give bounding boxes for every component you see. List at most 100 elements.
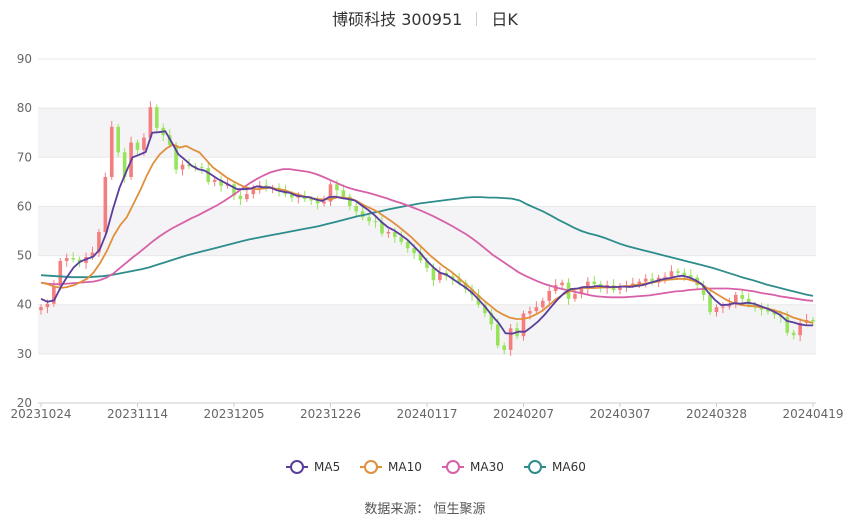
candle-body	[71, 258, 75, 260]
candle-body	[431, 267, 436, 281]
candle-body	[708, 294, 712, 313]
legend-marker	[364, 460, 378, 474]
candle-body	[148, 107, 153, 138]
x-tick-label: 20231114	[107, 407, 168, 421]
candle-body	[142, 137, 146, 150]
candle-body	[547, 290, 552, 301]
candle-body	[688, 275, 693, 278]
candle-body	[405, 241, 410, 249]
period-label: 日K	[491, 10, 518, 29]
x-tick-label: 20240307	[589, 407, 650, 421]
x-tick-label: 20240207	[493, 407, 554, 421]
candle-body	[45, 303, 50, 308]
candlestick-chart: 20 30 40 50 60 70 80 90 20231024 20231114 20231205…	[10, 52, 844, 474]
x-tick-label: 20240117	[396, 407, 457, 421]
candle-body	[457, 279, 461, 283]
y-tick-label: 60	[17, 199, 32, 213]
candle-body	[399, 236, 404, 242]
candle-body	[360, 211, 365, 218]
candle-body	[238, 195, 243, 200]
candle-body	[746, 298, 751, 305]
data-source: 数据来源： 恒生聚源	[364, 502, 486, 517]
candle-body	[328, 184, 333, 202]
candle-body	[721, 306, 725, 308]
candle-body	[122, 152, 127, 177]
candle-body	[212, 179, 217, 182]
stock-name-code: 博硕科技 300951	[332, 10, 463, 29]
candle-body	[386, 231, 391, 234]
candle-body	[663, 276, 667, 278]
candle-body	[380, 222, 384, 234]
title-separator	[476, 12, 478, 26]
candle-body	[39, 307, 43, 311]
candle-body	[180, 164, 185, 170]
ma30-line	[40, 168, 814, 302]
candle-body	[103, 176, 108, 232]
ma10-line	[40, 143, 814, 324]
ma5-line	[40, 130, 813, 335]
candle-body	[766, 309, 770, 312]
candle-body	[290, 194, 294, 198]
legend-label: MA5	[314, 460, 340, 474]
candle-body	[116, 126, 120, 153]
candle-body	[669, 271, 674, 277]
candle-body	[335, 184, 339, 191]
candle-body	[586, 281, 590, 289]
candle-body	[322, 201, 326, 204]
candle-body	[521, 313, 526, 337]
candle-body	[438, 272, 442, 281]
y-tick-label: 20	[17, 396, 32, 410]
candle-body	[701, 285, 706, 295]
candle-body	[109, 126, 114, 177]
legend-marker	[528, 460, 542, 474]
candle-body	[58, 260, 63, 287]
y-tick-label: 50	[17, 249, 32, 263]
candle-body	[483, 304, 487, 314]
candle-body	[534, 307, 539, 312]
candle-body	[367, 217, 371, 222]
candle-body	[193, 166, 198, 168]
candle-body	[579, 288, 584, 294]
candle-body	[187, 164, 191, 167]
candle-body	[495, 324, 500, 346]
candle-body	[174, 145, 178, 170]
chart-title: 博硕科技 300951 日K	[0, 6, 850, 30]
candle-body	[302, 196, 307, 200]
x-tick-label: 20231226	[300, 407, 361, 421]
candle-body	[52, 286, 56, 304]
candle-body	[791, 332, 796, 336]
candle-body	[682, 272, 687, 276]
legend-marker	[446, 460, 460, 474]
candle-body	[90, 252, 95, 258]
candle-body	[714, 307, 719, 313]
candle-body	[798, 322, 802, 336]
candle-body	[508, 328, 513, 350]
candle-body	[560, 282, 564, 286]
candle-body	[528, 311, 532, 314]
legend-label: MA60	[552, 460, 586, 474]
grid-band	[38, 304, 816, 354]
candle-body	[541, 300, 545, 308]
candle-body	[676, 271, 680, 273]
candle-body	[97, 231, 101, 253]
y-tick-label: 90	[17, 52, 32, 66]
candle-body	[155, 107, 159, 128]
y-tick-label: 30	[17, 347, 32, 361]
candle-body	[354, 205, 359, 212]
x-tick-label: 20231205	[203, 407, 264, 421]
legend-label: MA30	[470, 460, 504, 474]
legend-label: MA10	[388, 460, 422, 474]
candle-body	[650, 278, 654, 283]
candle-body	[811, 319, 815, 322]
candle-body	[232, 184, 236, 196]
x-tick-label: 20240419	[782, 407, 843, 421]
candle-body	[135, 142, 140, 150]
candle-body	[772, 311, 777, 315]
grid-band	[38, 108, 816, 158]
legend-marker	[290, 460, 304, 474]
candle-body	[64, 258, 69, 261]
candle-body	[592, 281, 597, 285]
candle-body	[489, 313, 494, 325]
candle-body	[637, 281, 642, 284]
y-tick-label: 70	[17, 150, 32, 164]
